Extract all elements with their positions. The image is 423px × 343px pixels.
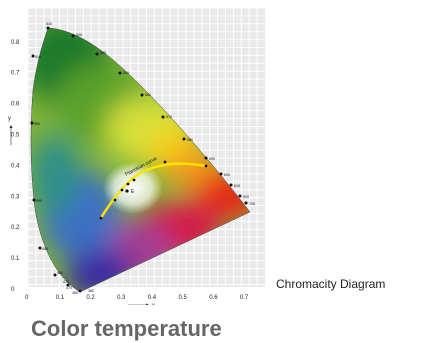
y-tick-label: 0.1 <box>11 256 20 262</box>
x-tick-label: 0.6 <box>209 295 218 301</box>
x-tick-label: 0 <box>25 295 29 301</box>
x-tick-label: 0.5 <box>179 295 188 301</box>
y-tick-label: 0.2 <box>11 225 20 231</box>
locus-dot <box>118 71 122 75</box>
planckian-dot <box>163 160 167 164</box>
spectral-locus-outline <box>30 27 251 293</box>
wavelength-label: 580 <box>187 138 193 142</box>
white-region <box>103 162 163 214</box>
x-axis-letter: x <box>152 303 155 305</box>
wavelength-label: 600 <box>224 173 230 177</box>
locus-dot <box>53 273 57 277</box>
white-point-label: E <box>131 189 135 195</box>
wavelength-label: 485 <box>42 247 48 251</box>
y-axis-letter: y <box>8 116 11 122</box>
locus-dot <box>31 54 35 58</box>
y-tick-label: 0.8 <box>11 40 20 46</box>
wavelength-label: 380 <box>88 289 94 293</box>
y-tick-label: 0 <box>11 287 15 293</box>
wavelength-markers <box>30 26 248 293</box>
locus-dot <box>229 183 233 187</box>
locus-dot <box>71 34 75 38</box>
wavelength-label: 460 <box>72 291 78 295</box>
wavelength-label: 590 <box>209 157 215 161</box>
wavelength-label: 570 <box>166 115 172 119</box>
planckian-dot <box>99 216 103 220</box>
wavelength-label: 700 <box>249 202 255 206</box>
wavelength-label: 620 <box>243 195 249 199</box>
planckian-dot <box>132 178 136 182</box>
y-tick-label: 0.7 <box>11 71 20 77</box>
x-tick-label: 0.2 <box>86 295 95 301</box>
wavelength-label: 610 <box>234 184 240 188</box>
y-tick-label: 0.5 <box>11 133 20 139</box>
white-point-e <box>125 189 129 193</box>
slide-title: Color temperature <box>31 316 222 341</box>
wavelength-label: 560 <box>145 93 151 97</box>
locus-dot <box>182 137 186 141</box>
x-tick-label: 0.7 <box>240 295 249 301</box>
locus-dot <box>161 115 165 119</box>
planckian-dot <box>120 188 124 192</box>
wavelength-label: 480 <box>57 271 63 275</box>
x-tick-labels: 0 0.1 0.2 0.3 0.4 0.5 0.6 0.7 <box>25 295 249 301</box>
planckian-dot <box>113 198 117 202</box>
cie-chromaticity-diagram: 540 520 530 550 560 570 580 590 600 610 … <box>8 7 265 305</box>
wavelength-label: 475 <box>63 280 69 284</box>
diagram-caption: Chromacity Diagram <box>276 277 386 291</box>
x-tick-label: 0.1 <box>56 295 65 301</box>
y-tick-label: 0.4 <box>11 163 20 169</box>
locus-dot <box>38 246 42 250</box>
x-tick-label: 0.4 <box>148 295 157 301</box>
wavelength-label: 550 <box>123 71 129 75</box>
locus-dot <box>66 283 70 287</box>
planckian-dot <box>126 182 130 186</box>
y-axis-arrowhead <box>9 125 13 128</box>
locus-dot <box>32 198 36 202</box>
locus-dot <box>204 156 208 160</box>
wavelength-label: 520 <box>76 33 82 37</box>
wavelength-label: 470 <box>66 286 72 290</box>
wavelength-label: 490 <box>36 199 42 203</box>
planckian-markers <box>99 160 208 220</box>
locus-dot <box>244 201 248 205</box>
locus-dot <box>219 172 223 176</box>
locus-dot <box>46 26 50 30</box>
y-tick-labels: 0 0.1 0.2 0.3 0.4 0.5 0.6 0.7 0.8 <box>11 40 20 293</box>
locus-dot <box>140 93 144 97</box>
planckian-curve <box>99 162 207 219</box>
y-tick-label: 0.6 <box>11 102 20 108</box>
locus-dot <box>30 121 34 125</box>
locus-dot <box>95 52 99 56</box>
x-tick-label: 0.3 <box>117 295 126 301</box>
x-axis-arrowhead <box>146 303 149 305</box>
wavelength-label: 510 <box>35 55 41 59</box>
locus-dot <box>238 194 242 198</box>
wavelength-label: 540 <box>46 22 52 26</box>
wavelength-label: 500 <box>34 122 40 126</box>
locus-dot <box>78 289 82 293</box>
y-tick-label: 0.3 <box>11 194 20 200</box>
planckian-dot <box>204 164 208 168</box>
wavelength-labels: 540 520 530 550 560 570 580 590 600 610 … <box>34 22 255 295</box>
wavelength-label: 530 <box>100 51 106 55</box>
